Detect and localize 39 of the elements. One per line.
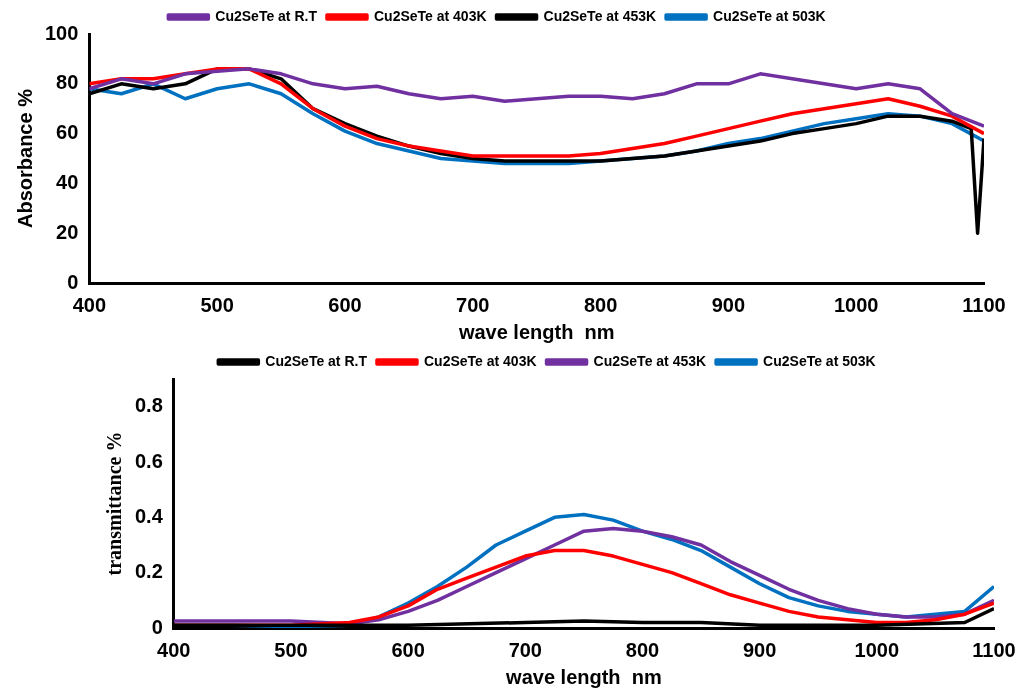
y-tick-label: 0.6 xyxy=(134,449,163,472)
x-tick-label: 800 xyxy=(625,638,660,661)
legend-label: Cu2SeTe at R.T xyxy=(215,7,318,24)
x-axis-title: wave length nm xyxy=(505,665,662,688)
y-tick-label: 100 xyxy=(44,21,79,44)
legend-label: Cu2SeTe at 403K xyxy=(373,7,487,24)
x-axis-title: wave length nm xyxy=(457,320,615,343)
x-tick-label: 900 xyxy=(742,638,777,661)
y-tick-label: 80 xyxy=(56,71,79,94)
legend-label: Cu2SeTe at 403K xyxy=(423,352,537,369)
y-tick-label: 0.4 xyxy=(134,504,164,527)
x-tick-label: 800 xyxy=(583,293,618,316)
y-axis-title: Absorbance % xyxy=(13,88,36,228)
x-tick-label: 700 xyxy=(508,638,542,661)
x-tick-label: 1000 xyxy=(833,293,879,316)
x-tick-label: 900 xyxy=(711,293,746,316)
x-tick-label: 400 xyxy=(157,638,191,661)
x-tick-label: 600 xyxy=(328,293,362,316)
legend-label: Cu2SeTe at 503K xyxy=(713,7,826,24)
y-tick-label: 0.2 xyxy=(134,560,163,583)
x-tick-label: 600 xyxy=(391,638,425,661)
y-axis-title: transmittance % xyxy=(103,431,126,576)
y-tick-label: 20 xyxy=(56,220,79,243)
y-tick-label: 0 xyxy=(67,270,79,293)
x-tick-label: 1100 xyxy=(962,293,1006,316)
y-tick-label: 60 xyxy=(56,121,79,144)
legend-label: Cu2SeTe at 453K xyxy=(543,7,657,24)
x-tick-label: 500 xyxy=(274,638,308,661)
legend-label: Cu2SeTe at 453K xyxy=(593,352,707,369)
x-tick-label: 700 xyxy=(456,293,490,316)
legend-label: Cu2SeTe at R.T xyxy=(265,352,368,369)
x-tick-label: 1000 xyxy=(854,638,900,661)
y-tick-label: 0.8 xyxy=(134,394,163,417)
legend-label: Cu2SeTe at 503K xyxy=(763,352,876,369)
y-tick-label: 0 xyxy=(151,615,163,638)
x-tick-label: 400 xyxy=(72,293,107,316)
x-tick-label: 1100 xyxy=(972,638,1016,661)
x-tick-label: 500 xyxy=(200,293,234,316)
y-tick-label: 40 xyxy=(56,170,79,193)
